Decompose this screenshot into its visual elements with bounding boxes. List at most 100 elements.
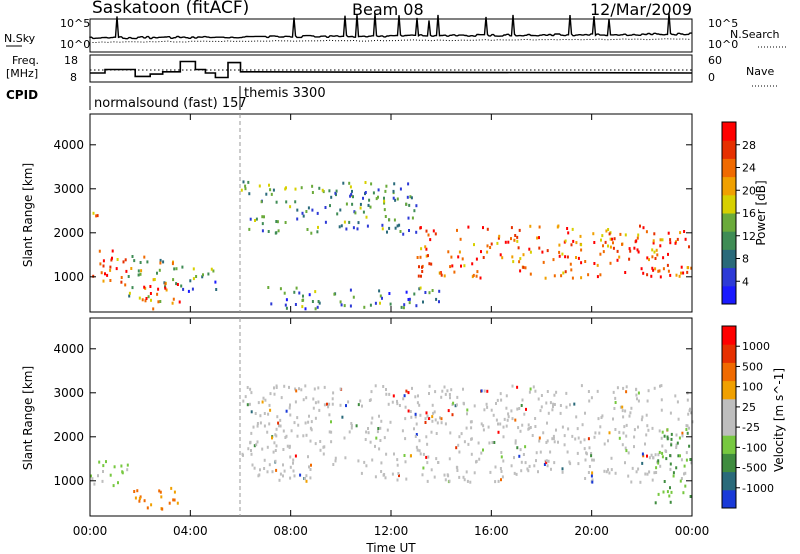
heatmap-cell (494, 480, 497, 484)
heatmap-cell (523, 412, 526, 416)
heatmap-cell (524, 266, 527, 270)
heatmap-cell (661, 238, 664, 242)
heatmap-cell (330, 195, 333, 199)
heatmap-cell (593, 241, 596, 244)
heatmap-cell (455, 446, 458, 450)
heatmap-cell (501, 475, 504, 479)
heatmap-cell (257, 401, 260, 405)
noise-left-tick-high: 10^5 (60, 17, 90, 30)
heatmap-cell (421, 473, 424, 477)
heatmap-cell (283, 384, 286, 388)
heatmap-cell (443, 385, 446, 389)
heatmap-cell (292, 458, 295, 462)
heatmap-cell (324, 220, 327, 224)
heatmap-cell (288, 385, 290, 389)
heatmap-cell (268, 422, 271, 426)
heatmap-cell (450, 388, 453, 392)
heatmap-cell (448, 457, 451, 461)
heatmap-cell (345, 404, 347, 408)
heatmap-cell (662, 267, 665, 271)
heatmap-cell (344, 456, 347, 460)
heatmap-cell (267, 286, 270, 289)
heatmap-cell (215, 288, 218, 291)
heatmap-cell (334, 456, 337, 460)
heatmap-cell (428, 384, 431, 388)
heatmap-cell (430, 430, 433, 434)
heatmap-cell (659, 244, 662, 248)
heatmap-cell (396, 463, 399, 467)
heatmap-cell (357, 221, 360, 225)
heatmap-cell (248, 402, 251, 406)
heatmap-cell (369, 440, 372, 444)
heatmap-cell (635, 239, 638, 243)
colorbar-segment (722, 122, 736, 141)
heatmap-cell (551, 408, 554, 412)
heatmap-cell (400, 305, 403, 309)
heatmap-cell (561, 252, 564, 256)
heatmap-cell (486, 250, 489, 254)
heatmap-cell (448, 479, 451, 483)
heatmap-cell (563, 434, 566, 438)
heatmap-cell (669, 273, 672, 277)
heatmap-cell (686, 431, 689, 435)
heatmap-cell (648, 470, 651, 474)
heatmap-cell (165, 288, 168, 292)
heatmap-cell (259, 414, 262, 418)
heatmap-cell (635, 470, 638, 474)
heatmap-cell (370, 421, 373, 425)
heatmap-cell (370, 390, 373, 394)
heatmap-cell (462, 387, 464, 391)
heatmap-cell (529, 272, 532, 276)
heatmap-cell (149, 285, 152, 288)
heatmap-cell (446, 389, 449, 393)
heatmap-cell (683, 230, 686, 233)
heatmap-cell (448, 393, 451, 396)
heatmap-cell (425, 411, 428, 415)
velocity-colorbar: 1000 500 100 25 -25 -100 -500 -1000 (721, 325, 774, 509)
heatmap-cell (465, 426, 468, 430)
heatmap-cell (340, 224, 343, 228)
heatmap-cell (633, 445, 635, 449)
heatmap-cell (308, 414, 310, 418)
heatmap-cell (214, 280, 217, 284)
heatmap-cell (526, 467, 529, 471)
colorbar-tick-label: 8 (742, 253, 749, 266)
heatmap-cell (274, 459, 277, 463)
freq-tick-high: 18 (64, 54, 78, 67)
heatmap-cell (120, 464, 123, 468)
heatmap-cell (363, 460, 366, 464)
heatmap-cell (149, 292, 152, 295)
colorbar-segment (722, 344, 736, 363)
heatmap-cell (636, 397, 638, 401)
heatmap-cell (460, 264, 462, 268)
heatmap-cell (172, 297, 175, 301)
heatmap-cell (505, 394, 508, 398)
heatmap-cell (433, 475, 436, 479)
heatmap-cell (680, 477, 683, 480)
colorbar-segment (722, 213, 736, 232)
heatmap-cell (480, 389, 483, 393)
heatmap-cell (546, 421, 548, 425)
heatmap-cell (688, 426, 690, 430)
heatmap-cell (491, 441, 494, 444)
heatmap-cell (250, 391, 253, 395)
heatmap-cell (670, 437, 673, 441)
heatmap-cell (364, 438, 367, 441)
heatmap-cell (440, 273, 443, 277)
heatmap-cell (486, 244, 489, 248)
heatmap-cell (584, 458, 587, 462)
heatmap-cell (240, 188, 243, 192)
heatmap-cell (388, 226, 391, 230)
heatmap-cell (352, 226, 355, 230)
heatmap-cell (141, 298, 144, 302)
heatmap-cell (143, 285, 146, 289)
heatmap-cell (131, 255, 134, 258)
heatmap-cell (253, 466, 256, 470)
heatmap-cell (689, 458, 692, 461)
heatmap-cell (304, 421, 307, 425)
heatmap-cell (139, 261, 142, 264)
heatmap-cell (384, 476, 387, 480)
heatmap-cell (669, 241, 672, 245)
heatmap-cell (316, 211, 319, 215)
heatmap-cell (277, 229, 280, 233)
